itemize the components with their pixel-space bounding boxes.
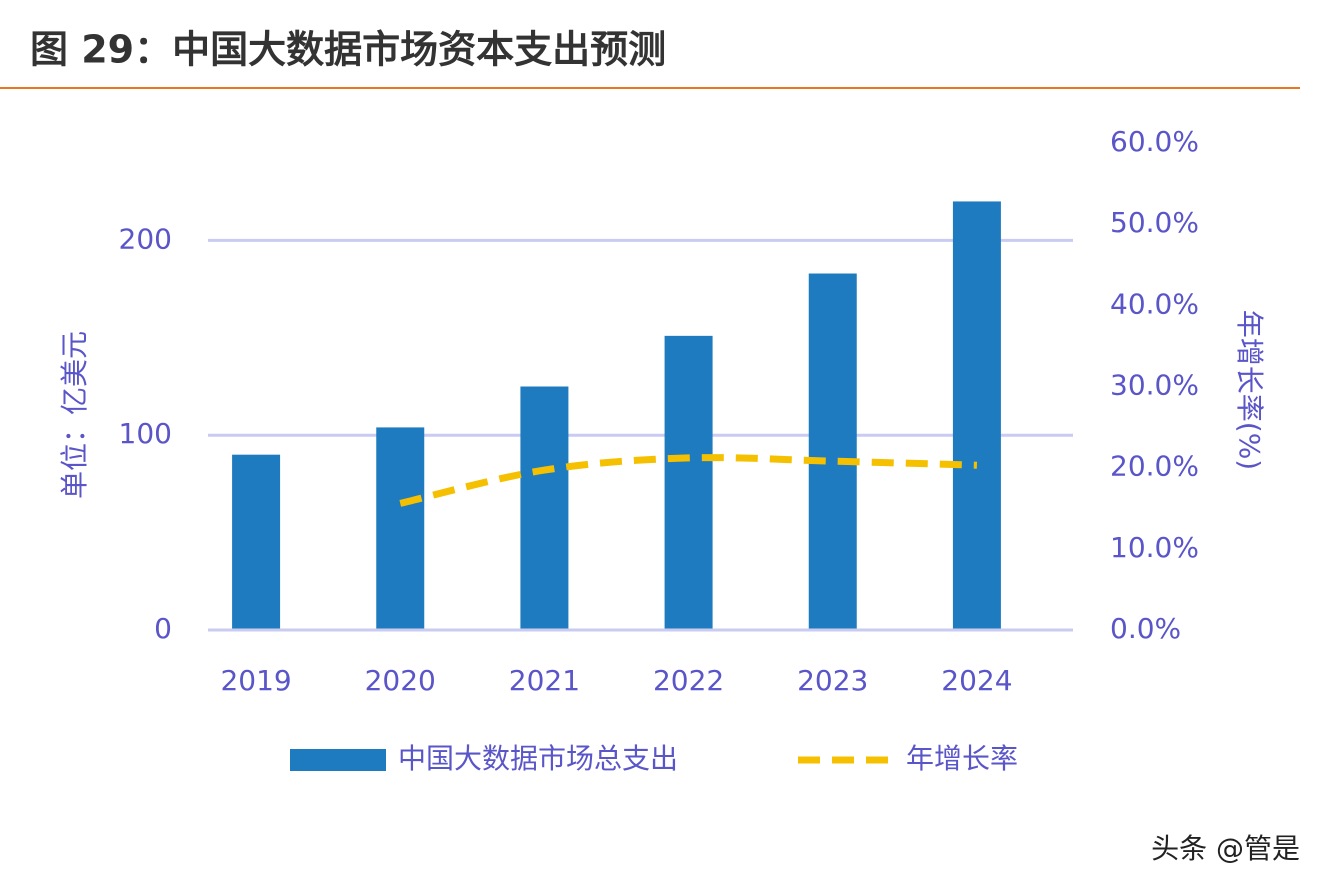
y2-axis-label: 年增长率(%) — [1233, 310, 1266, 470]
watermark: 头条 @管是 — [1151, 832, 1300, 865]
x-tick-label: 2019 — [220, 664, 291, 697]
y-tick-label: 200 — [119, 222, 172, 255]
y2-tick-label: 20.0% — [1110, 450, 1199, 483]
y2-tick-label: 50.0% — [1110, 206, 1199, 239]
x-tick-label: 2020 — [365, 664, 436, 697]
bar — [232, 454, 281, 630]
bar — [808, 273, 857, 630]
y2-tick-label: 60.0% — [1110, 125, 1199, 158]
legend-label: 年增长率 — [906, 742, 1018, 775]
line — [399, 454, 978, 507]
bar — [952, 201, 1001, 630]
legend-label: 中国大数据市场总支出 — [398, 742, 678, 775]
y2-tick-label: 40.0% — [1110, 287, 1199, 320]
y2-tick-label: 0.0% — [1110, 612, 1181, 645]
x-tick-label: 2022 — [653, 664, 724, 697]
y-tick-label: 100 — [119, 417, 172, 450]
y-tick-label: 0 — [154, 612, 172, 645]
y2-tick-label: 30.0% — [1110, 369, 1199, 402]
y2-tick-label: 10.0% — [1110, 531, 1199, 564]
chart-title: 图 29：中国大数据市场资本支出预测 — [30, 28, 666, 72]
legend-swatch — [290, 749, 386, 771]
bar — [520, 386, 569, 630]
y-axis-label: 单位：亿美元 — [58, 331, 91, 499]
x-tick-label: 2023 — [797, 664, 868, 697]
x-tick-label: 2021 — [509, 664, 580, 697]
x-tick-label: 2024 — [941, 664, 1012, 697]
bar — [376, 427, 425, 630]
bar — [664, 335, 713, 630]
